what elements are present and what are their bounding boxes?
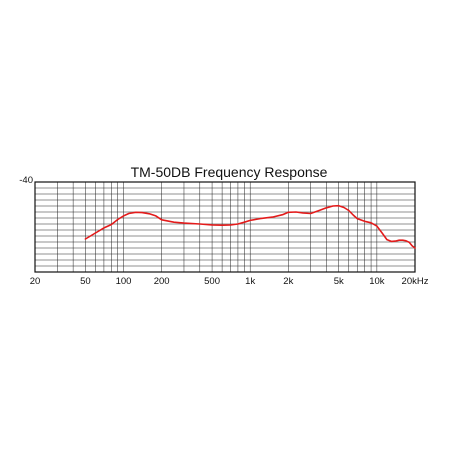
chart-title: TM-50DB Frequency Response — [131, 164, 328, 180]
chart-series — [84, 204, 416, 249]
x-tick-label: 20kHz — [402, 276, 429, 287]
chart-grid — [34, 181, 416, 273]
x-tick-label: 50 — [80, 276, 91, 287]
x-tick-label: 200 — [154, 276, 170, 287]
x-tick-label: 1k — [245, 276, 255, 287]
x-tick-label: 5k — [334, 276, 344, 287]
series-line-0 — [84, 204, 416, 249]
x-tick-label: 10k — [369, 276, 385, 287]
x-tick-label: 500 — [204, 276, 220, 287]
y-axis-tick-labels: -40 — [19, 175, 33, 186]
x-tick-label: 2k — [283, 276, 293, 287]
x-tick-label: 20 — [30, 276, 41, 287]
x-tick-label: 100 — [116, 276, 132, 287]
x-axis-tick-labels: 20 50 100 200 500 1k 2k 5k 10k 20kHz — [30, 276, 429, 287]
y-tick-label: -40 — [19, 175, 33, 186]
plot-frame — [34, 181, 416, 273]
